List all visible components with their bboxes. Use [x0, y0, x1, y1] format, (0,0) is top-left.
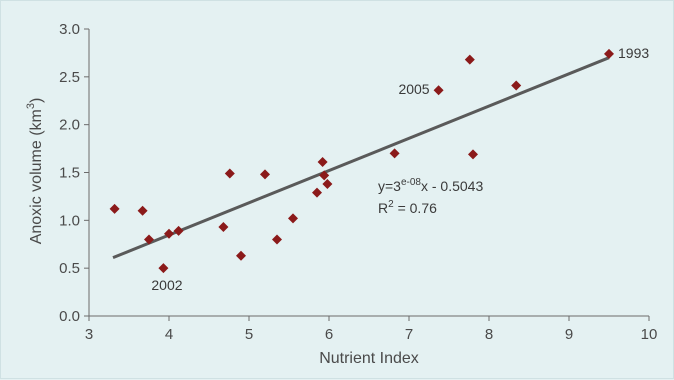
- x-tick-label: 6: [325, 326, 333, 343]
- regression-equation: y=3e-08x - 0.5043: [378, 177, 483, 194]
- data-point: [322, 178, 333, 189]
- y-tick-label: 2.0: [59, 117, 80, 134]
- y-axis-title-end: ): [28, 98, 45, 103]
- data-point: [164, 228, 174, 239]
- data-point: [272, 234, 282, 245]
- point-annotation: 2005: [398, 81, 429, 97]
- data-point: [317, 156, 328, 167]
- data-point: [236, 250, 246, 261]
- annotations: 1993 2005 2002: [151, 45, 649, 293]
- y-axis-title-superscript: 3: [25, 103, 37, 109]
- data-point: [137, 205, 148, 216]
- data-point: [288, 213, 298, 224]
- data-point: [260, 169, 270, 180]
- y-tick-label: 2.5: [59, 69, 80, 86]
- equation-suffix: x - 0.5043: [421, 178, 483, 194]
- data-point: [319, 170, 330, 181]
- r2-prefix: R: [378, 200, 388, 216]
- data-point: [218, 222, 229, 233]
- data-point: [433, 85, 444, 96]
- equation-exponent: e-08: [401, 177, 421, 188]
- point-annotation: 1993: [618, 45, 649, 61]
- r-squared: R2 = 0.76: [378, 199, 437, 216]
- data-point: [109, 203, 120, 214]
- x-tick-label: 7: [405, 326, 413, 343]
- data-point: [389, 148, 400, 159]
- y-tick-label: 0.5: [59, 260, 80, 277]
- trendline-group: [112, 56, 610, 260]
- tick-labels: 3 4 5 6 7 8 9 10 0.0 0.5 1.0 1.5 2.0 2.5 3.0: [59, 21, 657, 343]
- data-point: [312, 187, 322, 198]
- y-tick-label: 1.5: [59, 165, 80, 182]
- y-tick-label: 0.0: [59, 308, 80, 325]
- equation-prefix: y=3: [378, 178, 401, 194]
- y-tick-label: 1.0: [59, 212, 80, 229]
- y-axis-title: Anoxic volume (km3): [25, 98, 45, 245]
- data-point: [224, 168, 235, 179]
- data-point: [468, 149, 478, 160]
- x-tick-label: 10: [641, 326, 658, 343]
- x-axis-title: Nutrient Index: [319, 350, 419, 367]
- x-tick-label: 4: [165, 326, 173, 343]
- axes: [84, 28, 650, 321]
- data-point: [173, 225, 184, 236]
- data-point: [158, 263, 169, 274]
- data-point: [144, 234, 154, 245]
- data-point: [464, 54, 475, 65]
- point-annotation: 2002: [151, 277, 182, 293]
- x-tick-label: 9: [565, 326, 573, 343]
- x-tick-label: 8: [485, 326, 493, 343]
- x-tick-label: 5: [245, 326, 253, 343]
- y-axis-title-main: Anoxic volume (km: [28, 109, 45, 244]
- r2-exponent: 2: [388, 199, 394, 210]
- trendline: [112, 56, 610, 260]
- r2-value: = 0.76: [394, 200, 437, 216]
- data-point: [511, 80, 522, 91]
- y-tick-label: 3.0: [59, 21, 80, 38]
- x-tick-label: 3: [85, 326, 93, 343]
- data-point: [604, 48, 614, 59]
- data-points: [109, 48, 614, 274]
